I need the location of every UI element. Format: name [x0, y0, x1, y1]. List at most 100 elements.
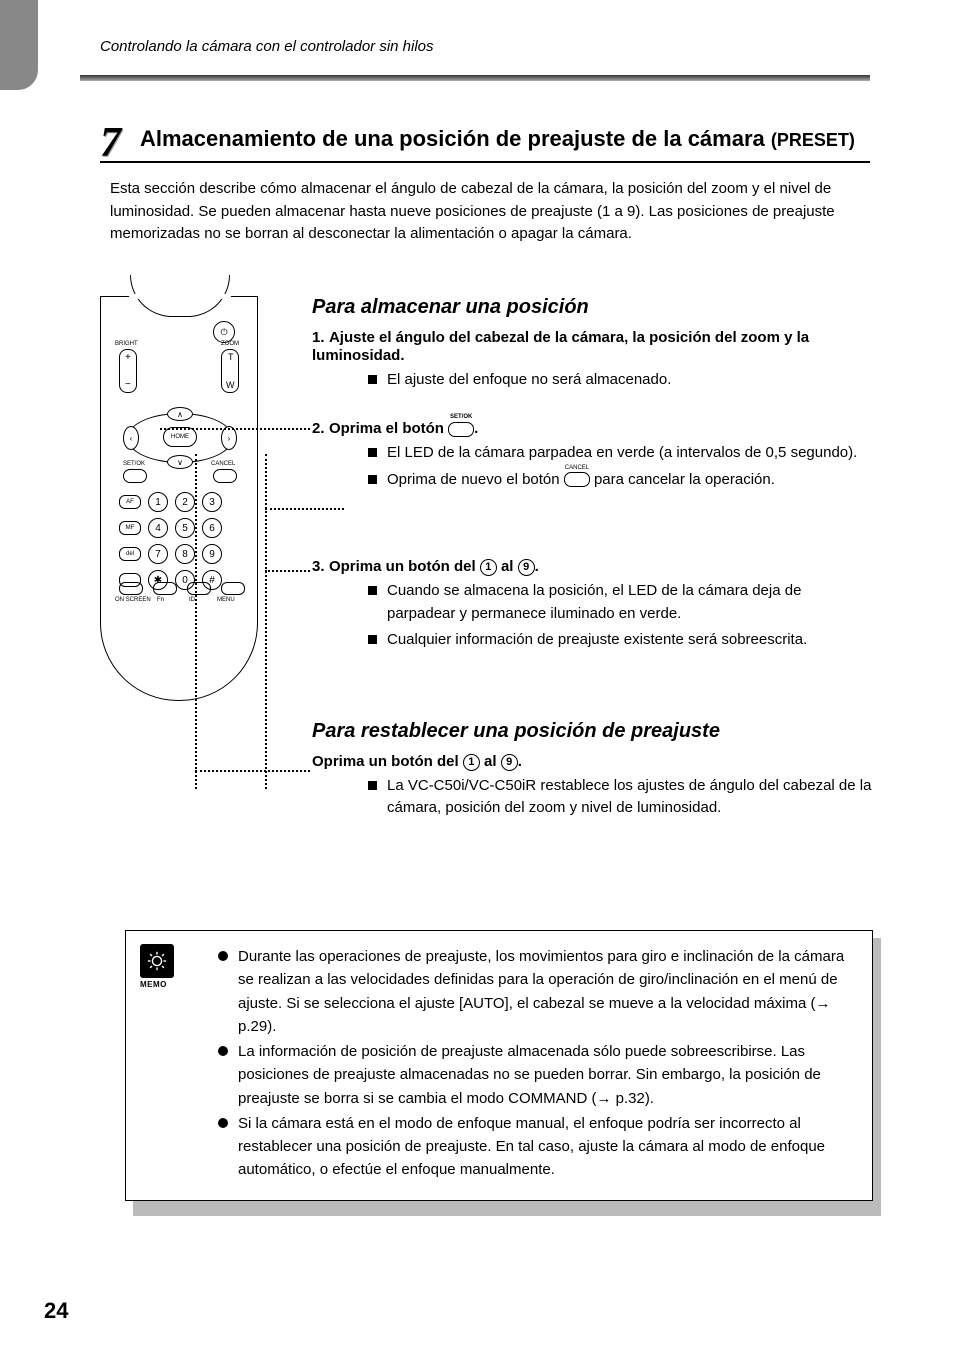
- circled-1-icon: 1: [463, 754, 480, 771]
- guide-line-5: [265, 570, 310, 572]
- section-title-suffix: (PRESET): [771, 130, 855, 150]
- step3-mid: al: [497, 558, 518, 575]
- store-heading: Para almacenar una posición: [312, 296, 872, 319]
- num-3: 3: [202, 492, 222, 512]
- circled-9-icon: 9: [501, 754, 518, 771]
- dpad-down: ∨: [167, 455, 193, 469]
- cancel-label: CANCEL: [211, 461, 235, 467]
- step3-title-b: .: [535, 558, 539, 575]
- step2-title-a: Oprima el botón: [329, 420, 448, 437]
- step3-bullet2: Cualquier información de preajuste exist…: [387, 629, 807, 652]
- step1-bullet1: El ajuste del enfoque no será almacenado…: [387, 369, 671, 392]
- page-number: 24: [44, 1298, 68, 1324]
- bullet-icon: [368, 586, 377, 595]
- bullet-dot-icon: [218, 1046, 228, 1056]
- bullet-icon: [368, 475, 377, 484]
- num-2: 2: [175, 492, 195, 512]
- onscreen-label: ON SCREEN: [115, 597, 151, 603]
- memo-item-3: Si la cámara está en el modo de enfoque …: [238, 1112, 848, 1182]
- zoom-slider: [221, 349, 239, 393]
- bullet-dot-icon: [218, 951, 228, 961]
- bullet-icon: [368, 375, 377, 384]
- step3-bullet1: Cuando se almacena la posición, el LED d…: [387, 580, 872, 625]
- step2-bullet1: El LED de la cámara parpadea en verde (a…: [387, 442, 857, 465]
- memo-box: Durante las operaciones de preajuste, lo…: [125, 930, 873, 1201]
- setok-button: [123, 469, 147, 483]
- menu-label: MENU: [217, 597, 235, 603]
- remote-arc-cover: [129, 294, 231, 299]
- setok-inline-icon: SET/OK: [448, 422, 474, 437]
- intro-paragraph: Esta sección describe cómo almacenar el …: [110, 178, 870, 246]
- num-8: 8: [175, 544, 195, 564]
- num-9: 9: [202, 544, 222, 564]
- cancel-button: [213, 469, 237, 483]
- recall-line-b: .: [518, 753, 522, 770]
- setok-label: SET/OK: [123, 461, 145, 467]
- bullet-icon: [368, 635, 377, 644]
- section-title-main: Almacenamiento de una posición de preaju…: [140, 126, 771, 151]
- num-5: 5: [175, 518, 195, 538]
- fn-button: [153, 582, 177, 595]
- mf-button: MF: [119, 521, 141, 535]
- del-button: del: [119, 547, 141, 561]
- cancel-inline-label: CANCEL: [565, 464, 589, 473]
- bright-label: BRIGHT: [115, 341, 138, 347]
- step2-num: 2.: [312, 420, 325, 437]
- bright-slider: [119, 349, 137, 393]
- guide-line-4v: [265, 454, 267, 789]
- recall-line-a: Oprima un botón del: [312, 753, 463, 770]
- memo-item-1: Durante las operaciones de preajuste, lo…: [238, 945, 848, 1038]
- bullet-icon: [368, 781, 377, 790]
- num-4: 4: [148, 518, 168, 538]
- step1-num: 1.: [312, 329, 325, 346]
- step2-bullet2-a: Oprima de nuevo el botón: [387, 471, 564, 488]
- section-number: 7: [100, 119, 121, 167]
- guide-line-6: [195, 770, 310, 772]
- guide-line-1: [160, 428, 310, 430]
- running-head: Controlando la cámara con el controlador…: [100, 38, 434, 55]
- guide-line-3: [265, 508, 344, 510]
- dpad-home: HOME: [163, 427, 197, 447]
- num-6: 6: [202, 518, 222, 538]
- menu-button: [221, 582, 245, 595]
- onscreen-button: [119, 582, 143, 595]
- step3-num: 3.: [312, 558, 325, 575]
- store-section: Para almacenar una posición 1. Ajuste el…: [312, 296, 872, 392]
- step2-section: 2. Oprima el botón SET/OK. El LED de la …: [312, 420, 872, 491]
- step1-title: Ajuste el ángulo del cabezal de la cámar…: [312, 329, 809, 364]
- recall-mid: al: [480, 753, 501, 770]
- numpad: AF 1 2 3 MF 4 5 6 del 7 8 9 ✱ 0 #: [119, 492, 241, 596]
- header-strip: [0, 0, 38, 90]
- num-7: 7: [148, 544, 168, 564]
- num-1: 1: [148, 492, 168, 512]
- recall-heading: Para restablecer una posición de preajus…: [312, 720, 872, 743]
- step2-title-b: .: [474, 420, 478, 437]
- dpad-up: ∧: [167, 407, 193, 421]
- zoom-label: ZOOM: [221, 341, 239, 347]
- bullet-icon: [368, 448, 377, 457]
- circled-9-icon: 9: [518, 559, 535, 576]
- power-icon: ⏻: [213, 321, 235, 343]
- step2-bullet2-b: para cancelar la operación.: [590, 471, 775, 488]
- memo-icon: [140, 944, 174, 978]
- dpad: ∧ ∨ ‹ › HOME: [127, 407, 233, 469]
- recall-bullet1: La VC-C50i/VC-C50iR restablece los ajust…: [387, 775, 872, 820]
- fn-label: Fn: [157, 597, 164, 603]
- title-rule: [100, 161, 870, 163]
- section-title: Almacenamiento de una posición de preaju…: [140, 126, 880, 152]
- remote-diagram: ⏻ BRIGHT ZOOM ∧ ∨ ‹ › HOME SET/OK CANCEL…: [100, 296, 258, 701]
- recall-section: Para restablecer una posición de preajus…: [312, 720, 872, 820]
- step3-title-a: Oprima un botón del: [329, 558, 480, 575]
- setok-inline-label: SET/OK: [449, 414, 473, 420]
- af-button: AF: [119, 495, 141, 509]
- circled-1-icon: 1: [480, 559, 497, 576]
- id-button: [187, 582, 211, 595]
- bullet-dot-icon: [218, 1118, 228, 1128]
- memo-item-2: La información de posición de preajuste …: [238, 1040, 848, 1110]
- dpad-left: ‹: [123, 426, 139, 450]
- cancel-inline-icon: CANCEL: [564, 472, 590, 487]
- step3-section: 3. Oprima un botón del 1 al 9. Cuando se…: [312, 558, 872, 652]
- guide-line-2v: [195, 454, 197, 789]
- memo-label: MEMO: [140, 980, 167, 989]
- header-rule: [80, 75, 870, 81]
